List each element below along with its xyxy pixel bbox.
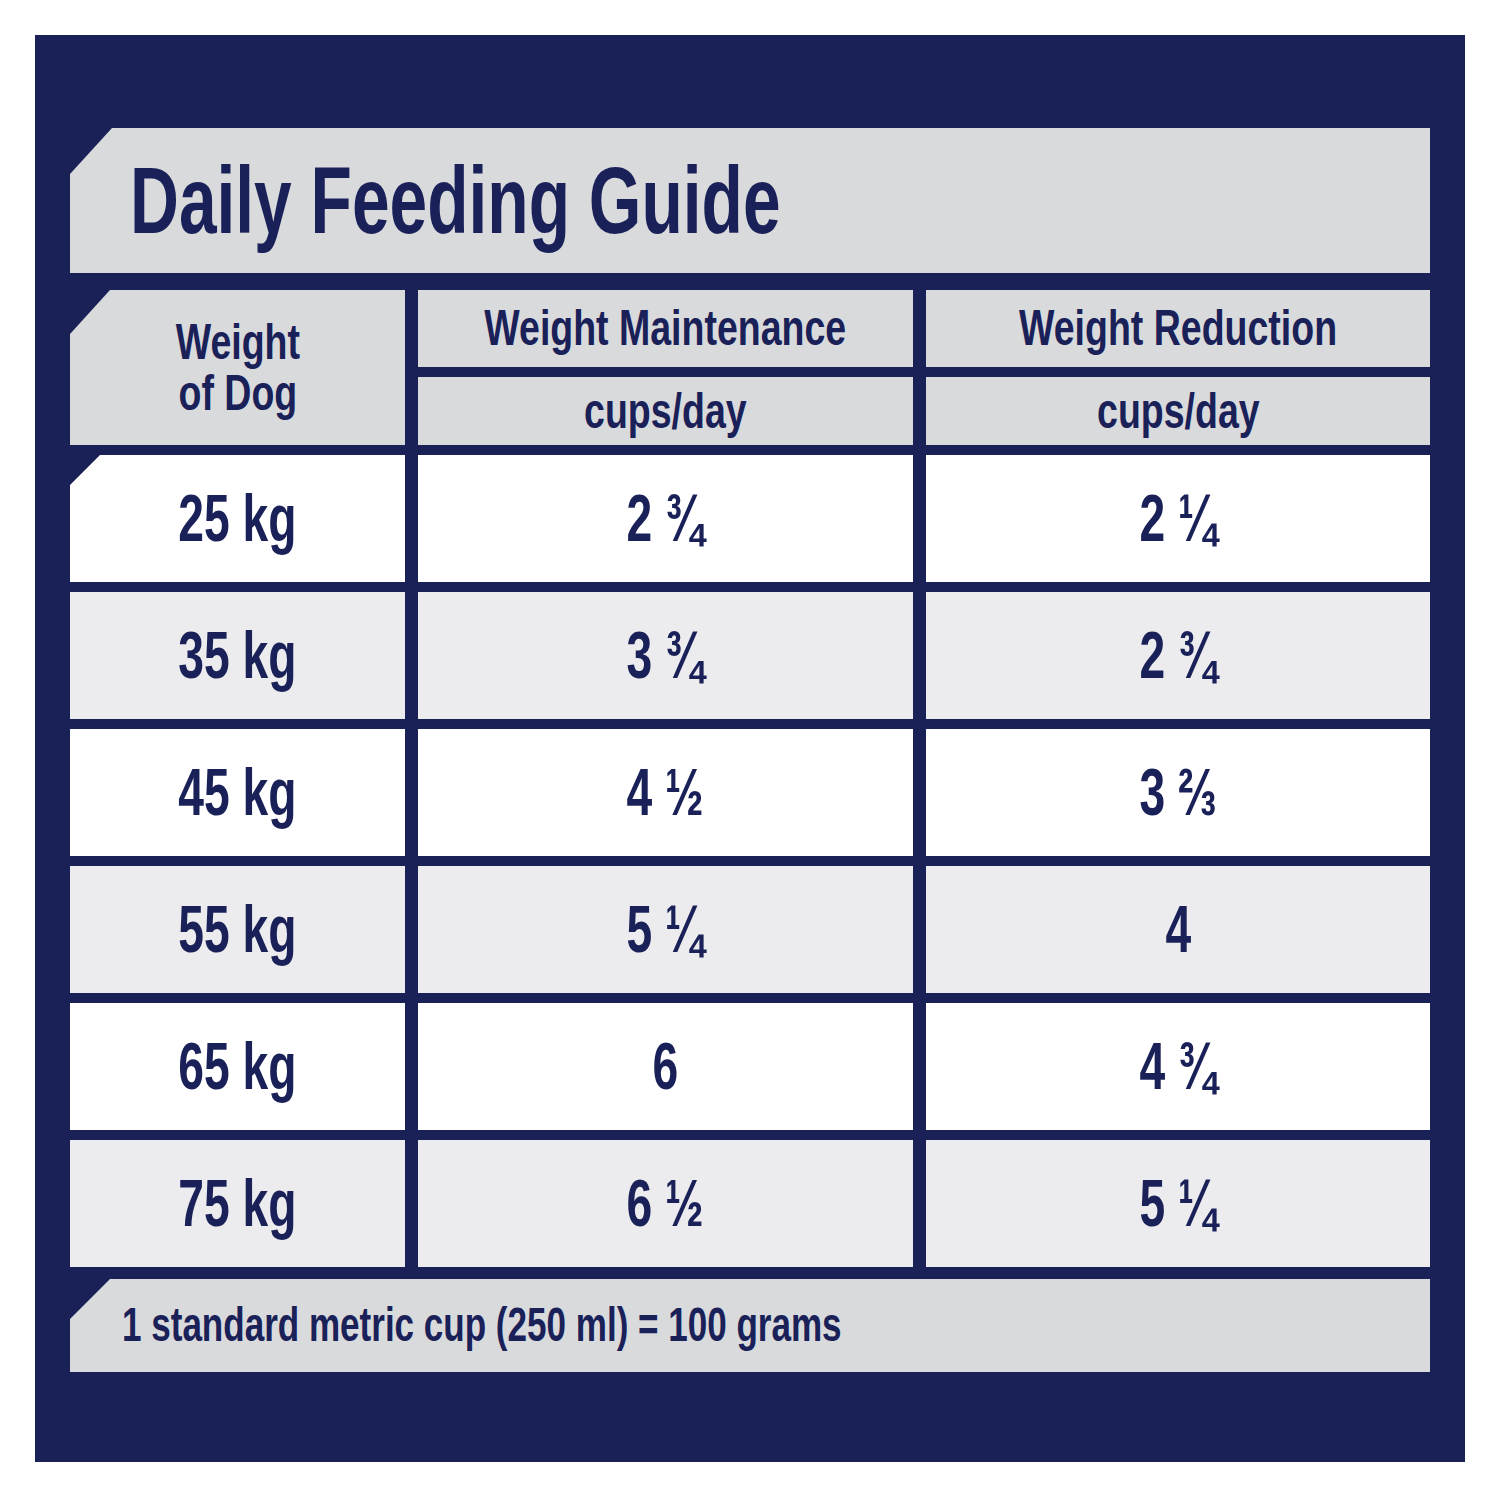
weight-reduction-label: Weight Reduction <box>1019 303 1337 354</box>
packaging-label: Daily Feeding Guide Weight of Dog Weight… <box>0 0 1500 1500</box>
title-band: Daily Feeding Guide <box>70 128 1430 273</box>
cell-weight-row2: 35 kg <box>70 592 405 719</box>
cell-reduction-row2: 2 ¾ <box>926 592 1430 719</box>
weight-of-dog-label: Weight of Dog <box>175 317 299 419</box>
weight-maintenance-label: Weight Maintenance <box>485 303 847 354</box>
cell-weight-row3: 45 kg <box>70 729 405 856</box>
cell-reduction-row3: 3 ⅔ <box>926 729 1430 856</box>
cell-maintenance-row2: 3 ¾ <box>418 592 913 719</box>
cell-reduction-row5: 4 ¾ <box>926 1003 1430 1130</box>
column-header-weight-reduction: Weight Reduction cups/day <box>926 290 1430 445</box>
column-header-weight-maintenance: Weight Maintenance cups/day <box>418 290 913 445</box>
footnote-text: 1 standard metric cup (250 ml) = 100 gra… <box>122 1301 842 1350</box>
weight-reduction-unit: cups/day <box>1097 386 1260 437</box>
weight-maintenance-unit-cell: cups/day <box>418 377 913 445</box>
cell-maintenance-row3: 4 ½ <box>418 729 913 856</box>
cell-maintenance-row5: 6 <box>418 1003 913 1130</box>
page-title: Daily Feeding Guide <box>130 153 781 249</box>
cell-weight-row6: 75 kg <box>70 1140 405 1267</box>
weight-reduction-unit-cell: cups/day <box>926 377 1430 445</box>
weight-reduction-label-cell: Weight Reduction <box>926 290 1430 367</box>
cell-weight-row4: 55 kg <box>70 866 405 993</box>
cell-reduction-row1: 2 ¼ <box>926 455 1430 582</box>
footnote-band: 1 standard metric cup (250 ml) = 100 gra… <box>70 1279 1430 1372</box>
feeding-guide-panel: Daily Feeding Guide Weight of Dog Weight… <box>35 35 1465 1462</box>
column-header-weight-of-dog: Weight of Dog <box>70 290 405 445</box>
weight-maintenance-label-cell: Weight Maintenance <box>418 290 913 367</box>
table-header: Weight of Dog Weight Maintenance cups/da… <box>70 290 1430 445</box>
cell-maintenance-row4: 5 ¼ <box>418 866 913 993</box>
cell-weight-row1: 25 kg <box>70 455 405 582</box>
cell-weight-row5: 65 kg <box>70 1003 405 1130</box>
cell-reduction-row4: 4 <box>926 866 1430 993</box>
cell-maintenance-row6: 6 ½ <box>418 1140 913 1267</box>
cell-maintenance-row1: 2 ¾ <box>418 455 913 582</box>
weight-maintenance-unit: cups/day <box>584 386 747 437</box>
cell-reduction-row6: 5 ¼ <box>926 1140 1430 1267</box>
feeding-table-body: 25 kg 2 ¾ 2 ¼ 35 kg 3 ¾ 2 ¾ 45 kg <box>70 455 1430 1267</box>
